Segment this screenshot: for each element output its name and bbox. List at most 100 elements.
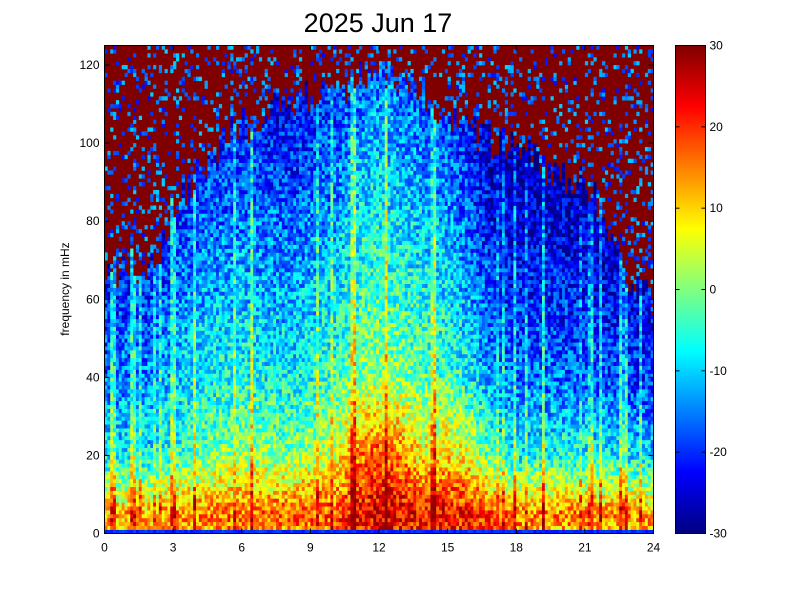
heatmap-cell bbox=[130, 448, 133, 452]
heatmap-cell bbox=[142, 405, 145, 409]
heatmap-cell bbox=[147, 526, 150, 530]
heatmap-cell bbox=[219, 393, 222, 397]
heatmap-cell bbox=[233, 483, 236, 487]
heatmap-cell bbox=[122, 463, 125, 467]
heatmap-cell bbox=[156, 389, 159, 393]
heatmap-cell bbox=[250, 131, 253, 135]
heatmap-cell bbox=[227, 65, 230, 69]
heatmap-cell bbox=[182, 256, 185, 260]
heatmap-cell bbox=[199, 295, 202, 299]
heatmap-cell bbox=[162, 233, 165, 237]
heatmap-cell bbox=[119, 104, 122, 108]
heatmap-cell bbox=[253, 483, 256, 487]
heatmap-cell bbox=[165, 514, 168, 518]
heatmap-cell bbox=[185, 280, 188, 284]
heatmap-cell bbox=[205, 334, 208, 338]
heatmap-cell bbox=[130, 127, 133, 131]
heatmap-cell bbox=[153, 284, 156, 288]
heatmap-cell bbox=[225, 143, 228, 147]
heatmap-cell bbox=[227, 467, 230, 471]
heatmap-cell bbox=[145, 381, 148, 385]
heatmap-cell bbox=[227, 311, 230, 315]
heatmap-cell bbox=[225, 85, 228, 89]
heatmap-cell bbox=[230, 397, 233, 401]
heatmap-cell bbox=[210, 389, 213, 393]
heatmap-cell bbox=[193, 319, 196, 323]
heatmap-cell bbox=[256, 475, 259, 479]
heatmap-cell bbox=[196, 213, 199, 217]
heatmap-cell bbox=[222, 444, 225, 448]
heatmap-cell bbox=[216, 412, 219, 416]
heatmap-cell bbox=[219, 272, 222, 276]
heatmap-cell bbox=[190, 463, 193, 467]
heatmap-cell bbox=[153, 381, 156, 385]
heatmap-cell bbox=[159, 307, 162, 311]
heatmap-cell bbox=[147, 65, 150, 69]
heatmap-cell bbox=[222, 217, 225, 221]
heatmap-cell bbox=[225, 245, 228, 249]
heatmap-cell bbox=[205, 459, 208, 463]
heatmap-cell bbox=[167, 506, 170, 510]
heatmap-cell bbox=[185, 252, 188, 256]
heatmap-cell bbox=[245, 487, 248, 491]
heatmap-cell bbox=[119, 463, 122, 467]
heatmap-cell bbox=[213, 397, 216, 401]
heatmap-cell bbox=[247, 327, 250, 331]
heatmap-cell bbox=[216, 252, 219, 256]
heatmap-cell bbox=[159, 264, 162, 268]
heatmap-cell bbox=[225, 424, 228, 428]
heatmap-cell bbox=[147, 522, 150, 526]
heatmap-cell bbox=[182, 354, 185, 358]
heatmap-cell bbox=[199, 444, 202, 448]
heatmap-cell bbox=[242, 362, 245, 366]
heatmap-cell bbox=[202, 483, 205, 487]
heatmap-cell bbox=[247, 124, 250, 128]
heatmap-cell bbox=[182, 264, 185, 268]
heatmap-cell bbox=[165, 479, 168, 483]
heatmap-cell bbox=[256, 174, 259, 178]
heatmap-cell bbox=[153, 370, 156, 374]
heatmap-cell bbox=[253, 213, 256, 217]
heatmap-cell bbox=[239, 155, 242, 159]
heatmap-cell bbox=[205, 272, 208, 276]
heatmap-cell bbox=[213, 221, 216, 225]
heatmap-cell bbox=[216, 61, 219, 65]
heatmap-cell bbox=[222, 221, 225, 225]
heatmap-cell bbox=[173, 424, 176, 428]
heatmap-cell bbox=[213, 182, 216, 186]
heatmap-cell bbox=[242, 131, 245, 135]
heatmap-cell bbox=[205, 338, 208, 342]
heatmap-cell bbox=[247, 463, 250, 467]
heatmap-cell bbox=[113, 264, 116, 268]
heatmap-cell bbox=[239, 444, 242, 448]
heatmap-cell bbox=[130, 498, 133, 502]
heatmap-cell bbox=[173, 463, 176, 467]
heatmap-cell bbox=[136, 370, 139, 374]
heatmap-cell bbox=[190, 401, 193, 405]
heatmap-cell bbox=[179, 448, 182, 452]
heatmap-cell bbox=[213, 506, 216, 510]
heatmap-cell bbox=[185, 405, 188, 409]
heatmap-cell bbox=[130, 424, 133, 428]
heatmap-cell bbox=[119, 295, 122, 299]
heatmap-cell bbox=[170, 319, 173, 323]
heatmap-cell bbox=[216, 217, 219, 221]
heatmap-cell bbox=[245, 338, 248, 342]
heatmap-cell bbox=[147, 436, 150, 440]
heatmap-cell bbox=[205, 202, 208, 206]
heatmap-cell bbox=[147, 342, 150, 346]
heatmap-cell bbox=[227, 178, 230, 182]
heatmap-cell bbox=[213, 245, 216, 249]
heatmap-cell bbox=[139, 502, 142, 506]
heatmap-cell bbox=[139, 252, 142, 256]
heatmap-cell bbox=[127, 315, 130, 319]
heatmap-cell bbox=[125, 436, 128, 440]
heatmap-cell bbox=[182, 385, 185, 389]
heatmap-cell bbox=[247, 510, 250, 514]
heatmap-cell bbox=[187, 174, 190, 178]
heatmap-cell bbox=[202, 252, 205, 256]
heatmap-cell bbox=[256, 319, 259, 323]
heatmap-cell bbox=[245, 436, 248, 440]
heatmap-cell bbox=[207, 452, 210, 456]
heatmap-cell bbox=[176, 506, 179, 510]
